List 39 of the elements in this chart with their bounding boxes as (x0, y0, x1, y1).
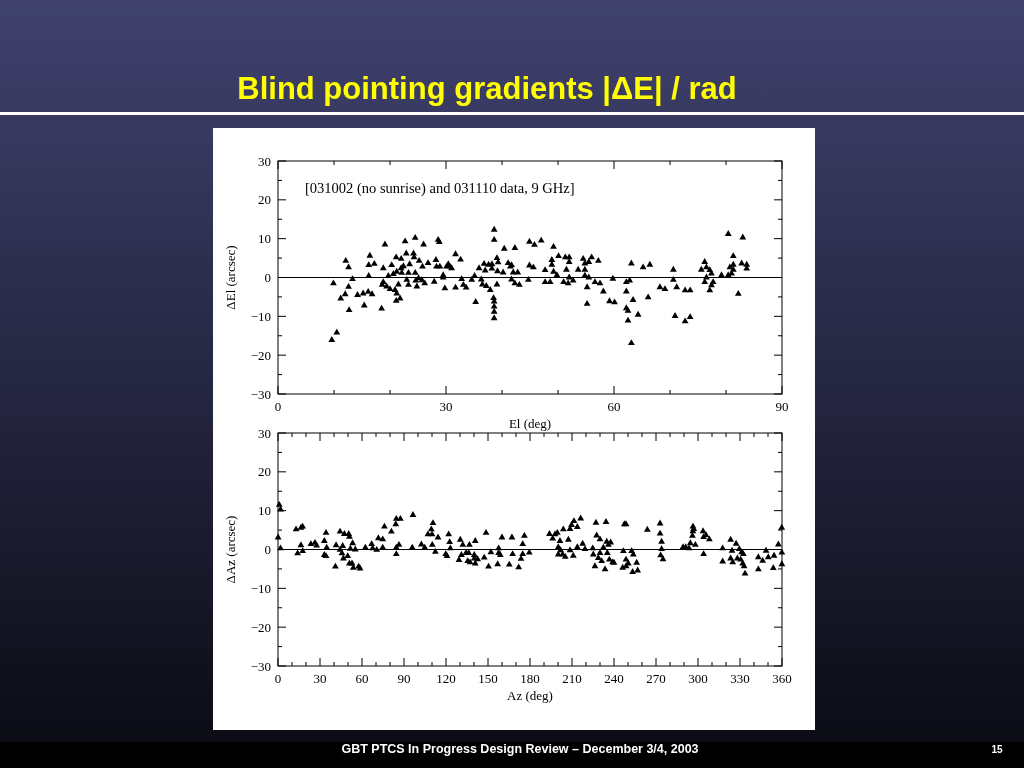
y-tick-label: −10 (250, 308, 271, 324)
x-tick-label: 120 (436, 671, 456, 686)
x-tick-label: 240 (604, 671, 624, 686)
x-tick-label: 300 (688, 671, 708, 686)
text: 15 (991, 744, 1003, 755)
x-tick-label: 360 (772, 671, 792, 686)
y-tick-label: −10 (250, 580, 271, 596)
x-tick-label: 0 (274, 399, 282, 414)
y-tick-label: 20 (258, 192, 271, 208)
x-tick-label: 150 (478, 671, 498, 686)
x-tick-label: 180 (520, 671, 540, 686)
y-tick-label: 30 (258, 425, 271, 441)
y-tick-label: −30 (250, 386, 271, 402)
x-tick-label: 30 (439, 399, 453, 414)
x-tick-label: 60 (607, 399, 621, 414)
x-tick-label: 330 (730, 671, 750, 686)
y-tick-label: 0 (264, 270, 271, 285)
x-tick-label: 60 (355, 671, 369, 686)
x-tick-label: 0 (274, 671, 282, 686)
y-axis-title: ΔAz (arcsec) (223, 515, 238, 584)
x-tick-label: 270 (646, 671, 666, 686)
y-tick-label: −20 (250, 619, 271, 635)
y-tick-label: −30 (250, 658, 271, 674)
y-tick-label: −20 (250, 347, 271, 363)
y-tick-label: 0 (264, 542, 271, 557)
y-tick-label: 20 (258, 464, 271, 480)
y-axis-title: ΔEl (arcsec) (223, 245, 238, 310)
x-tick-label: 90 (775, 399, 789, 414)
annotation: [031002 (no sunrise) and 031110 data, 9 GHz] (305, 180, 575, 197)
y-tick-label: 10 (258, 231, 271, 247)
y-tick-label: 30 (258, 153, 271, 169)
y-tick-label: 10 (258, 503, 271, 519)
x-tick-label: 30 (313, 671, 327, 686)
chart-title: Blind pointing gradients |ΔE| / rad (237, 71, 737, 106)
text: GBT PTCS In Progress Design Review – December 3/4, 2003 (341, 742, 699, 756)
x-tick-label: 210 (562, 671, 582, 686)
x-axis-title: Az (deg) (507, 688, 553, 703)
x-tick-label: 90 (397, 671, 411, 686)
x-axis-title: El (deg) (508, 416, 552, 431)
